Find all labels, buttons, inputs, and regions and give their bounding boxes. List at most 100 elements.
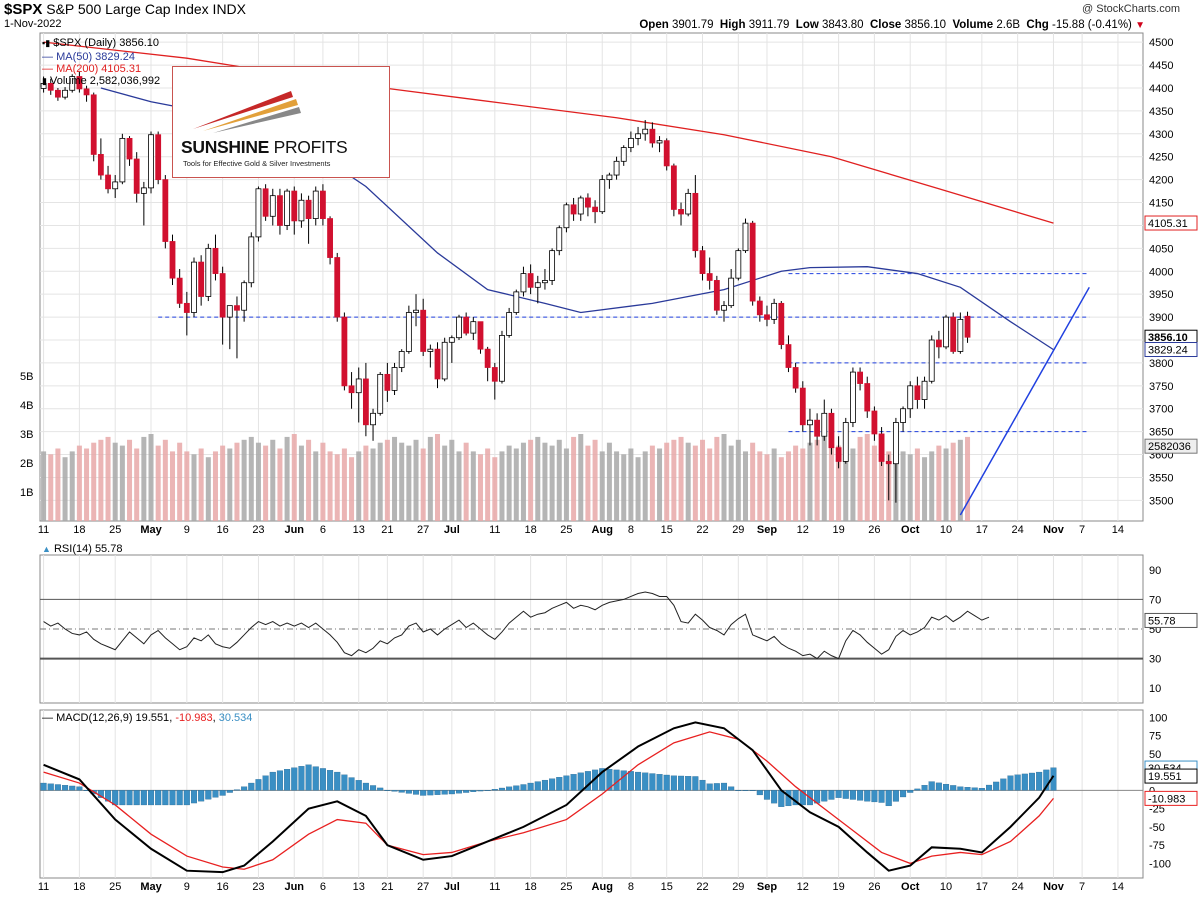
stockcharts-credit[interactable]: @ StockCharts.com	[1082, 3, 1180, 15]
x-tick-label: Jun	[284, 524, 304, 536]
x-tick-label: 17	[976, 524, 988, 536]
macd-histogram-bar	[857, 790, 864, 801]
y-tick-label: 3500	[1149, 495, 1173, 507]
macd-histogram-bar	[484, 790, 491, 791]
macd-histogram-bar	[463, 790, 470, 793]
macd-histogram-bar	[720, 782, 728, 791]
macd-histogram-bar	[835, 790, 842, 798]
candle	[312, 190, 319, 219]
macd-histogram-bar	[334, 771, 341, 791]
y-tick-label: 4000	[1149, 266, 1173, 278]
candle	[685, 192, 692, 215]
volume-bar	[320, 442, 326, 521]
logo-name: SUNSHINE PROFITS	[181, 137, 348, 157]
macd-histogram-bar	[498, 787, 505, 791]
volume-bar	[513, 448, 519, 521]
legend-volume: ▮ Volume 2,582,036,992	[42, 75, 161, 87]
volume-bar	[700, 439, 706, 521]
candle	[592, 206, 598, 213]
macd-tick-label: -50	[1149, 822, 1165, 834]
volume-bar	[549, 445, 555, 521]
macd-histogram-bar	[706, 783, 713, 791]
volume-bar	[406, 445, 412, 521]
x-tick-label: 22	[696, 881, 708, 893]
macd-histogram-bar	[183, 790, 190, 806]
candle	[405, 312, 412, 352]
ma50-tag-box	[1144, 342, 1198, 358]
x-tick-label: 18	[73, 881, 85, 893]
macd-histogram-bar	[692, 776, 699, 791]
candle	[706, 273, 713, 281]
candle	[234, 305, 240, 311]
y-tick-label: 3950	[1149, 289, 1173, 301]
macd-tick-label: 75	[1149, 731, 1161, 743]
legend-volume-text: Volume 2,582,036,992	[50, 75, 161, 87]
x-tick-label: 13	[353, 524, 365, 536]
candle	[377, 373, 384, 414]
x-tick-label: 7	[1079, 881, 1085, 893]
macd-histogram-bar	[1014, 774, 1021, 791]
volume-tag-box	[1144, 438, 1198, 454]
candle	[105, 174, 111, 190]
x-tick-label: 29	[732, 881, 744, 893]
candle	[850, 371, 856, 423]
macd-histogram-bar	[190, 790, 198, 804]
macd-histogram-bar	[470, 790, 477, 792]
volume-bar	[313, 451, 319, 521]
volume-tick-label: 1B	[20, 487, 33, 499]
y-tick-label: 4250	[1149, 152, 1173, 164]
volume-bar	[657, 448, 663, 521]
macd-histogram-bar	[563, 775, 570, 791]
volume-bar	[671, 439, 677, 521]
volume-bar	[413, 439, 419, 521]
volume-bar	[306, 439, 312, 521]
candle	[384, 373, 391, 391]
macd-histogram-bar	[176, 790, 183, 806]
macd-histogram-bar	[792, 790, 799, 806]
volume-bar	[327, 451, 333, 521]
candle	[921, 380, 928, 400]
candle	[162, 179, 169, 242]
candle	[112, 181, 119, 190]
x-tick-label: 21	[381, 524, 393, 536]
volume-tick-label: 4B	[20, 400, 33, 412]
x-tick-label: Nov	[1043, 524, 1065, 536]
x-tick-label: 9	[184, 881, 190, 893]
x-tick-label: 18	[524, 524, 536, 536]
macd-value-tag-box	[1144, 768, 1198, 784]
volume-bar	[155, 445, 161, 521]
macd-histogram-bar	[978, 788, 985, 791]
candle	[577, 197, 584, 215]
candle	[670, 165, 677, 210]
candle	[90, 94, 97, 155]
volume-bar	[384, 439, 390, 521]
macd-histogram-bar	[391, 790, 398, 792]
candle	[499, 335, 505, 382]
rsi-tick-label: 10	[1149, 683, 1161, 695]
volume-bar	[105, 436, 111, 521]
candle	[742, 222, 749, 252]
volume-bar	[506, 445, 512, 521]
volume-bar	[277, 448, 283, 521]
volume-bar	[334, 454, 340, 521]
candle	[842, 422, 849, 462]
macd-histogram-bar	[549, 778, 556, 791]
volume-bar	[470, 451, 476, 521]
legend-rsi-text: RSI(14) 55.78	[53, 543, 123, 555]
volume-bar	[112, 442, 118, 521]
candle	[148, 134, 154, 189]
candle	[957, 318, 964, 352]
macd-tick-label: 100	[1149, 712, 1167, 724]
candle	[205, 247, 212, 297]
candle	[477, 321, 484, 350]
x-tick-label: 9	[184, 524, 190, 536]
x-tick-label: 10	[940, 524, 952, 536]
candle	[169, 241, 176, 279]
volume-bar	[664, 442, 670, 521]
candle	[456, 316, 462, 339]
candle	[964, 315, 971, 338]
candle	[635, 133, 641, 139]
candle	[749, 222, 756, 302]
macd-histogram-bar	[76, 786, 83, 791]
macd-histogram-bar	[198, 790, 205, 802]
